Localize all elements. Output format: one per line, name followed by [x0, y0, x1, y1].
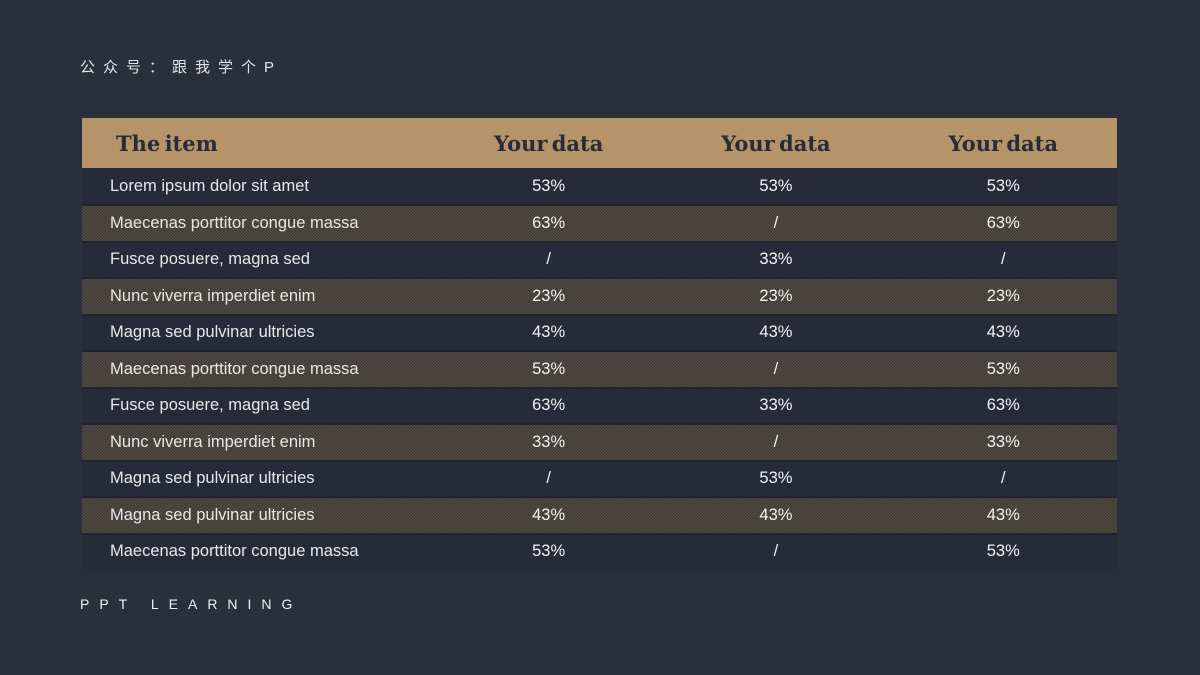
table-row: Magna sed pulvinar ultricies 43% 43% 43% — [82, 313, 1117, 350]
row-value-cell: 23% — [532, 286, 566, 305]
header-cell-your-data-1: Your data — [493, 130, 604, 156]
row-value-cell: 43% — [532, 323, 566, 342]
row-value-cell: 53% — [986, 542, 1020, 561]
row-value-cell: 63% — [986, 396, 1020, 415]
header-cell-your-data-2: Your data — [721, 130, 831, 156]
row-value-cell: / — [546, 250, 551, 269]
row-value-cell: 43% — [986, 323, 1020, 342]
row-value-cell: 53% — [986, 359, 1020, 378]
row-item-label: Fusce posuere, magna sed — [110, 250, 310, 269]
row-value-cell: / — [773, 213, 779, 232]
row-value-cell: / — [773, 359, 779, 378]
row-value-cell: 33% — [759, 250, 793, 269]
row-item-label: Maecenas porttitor congue massa — [110, 213, 359, 232]
table-row: Lorem ipsum dolor sit amet 53% 53% 53% — [82, 168, 1117, 204]
row-value-cell: 63% — [532, 396, 566, 415]
row-item-label: Maecenas porttitor congue massa — [110, 542, 359, 561]
row-value-cell: 33% — [759, 396, 793, 415]
footer-text: PPT LEARNING — [80, 596, 303, 612]
row-item-label: Magna sed pulvinar ultricies — [110, 469, 315, 488]
row-value-cell: 23% — [986, 286, 1020, 305]
header-cell-your-data-3: Your data — [948, 130, 1058, 156]
row-item-label: Lorem ipsum dolor sit amet — [110, 176, 309, 195]
watermark-text: 公众号：跟我学个P — [80, 59, 283, 76]
table-row: Nunc viverra imperdiet enim 23% 23% 23% — [82, 277, 1117, 314]
row-value-cell: 53% — [986, 176, 1020, 195]
row-item-label: Magna sed pulvinar ultricies — [110, 505, 315, 524]
row-value-cell: 23% — [759, 286, 793, 305]
row-value-cell: / — [1000, 250, 1006, 269]
row-value-cell: 63% — [986, 213, 1020, 232]
row-value-cell: 53% — [759, 469, 793, 488]
row-value-cell: 33% — [532, 432, 566, 451]
table-row: Magna sed pulvinar ultricies 43% 43% 43% — [82, 496, 1117, 533]
table-row: Maecenas porttitor congue massa 63% / 63… — [82, 204, 1117, 241]
row-value-cell: 53% — [532, 359, 566, 378]
row-value-cell: 53% — [759, 176, 793, 195]
row-value-cell: / — [546, 469, 551, 488]
row-value-cell: 33% — [986, 432, 1020, 451]
row-item-label: Maecenas porttitor congue massa — [110, 359, 359, 378]
row-item-label: Magna sed pulvinar ultricies — [110, 323, 315, 342]
row-value-cell: 53% — [532, 176, 566, 195]
row-value-cell: / — [773, 432, 779, 451]
table-header: The item Your data Your data Your data — [82, 118, 1117, 168]
row-value-cell: / — [1000, 469, 1006, 488]
table-row: Fusce posuere, magna sed / 33% / — [82, 240, 1117, 277]
table-row: Magna sed pulvinar ultricies / 53% / — [82, 459, 1117, 496]
row-value-cell: 63% — [532, 213, 566, 232]
data-table: The item Your data Your data Your data L… — [82, 118, 1117, 569]
row-value-cell: 43% — [986, 505, 1020, 524]
table-row: Maecenas porttitor congue massa 53% / 53… — [82, 350, 1117, 387]
row-item-label: Nunc viverra imperdiet enim — [110, 286, 316, 305]
header-cell-item: The item — [116, 130, 218, 156]
table-row: Maecenas porttitor congue massa 53% / 53… — [82, 532, 1117, 569]
table-row: Fusce posuere, magna sed 63% 33% 63% — [82, 386, 1117, 423]
row-item-label: Nunc viverra imperdiet enim — [110, 432, 316, 451]
table-row: Nunc viverra imperdiet enim 33% / 33% — [82, 423, 1117, 460]
row-value-cell: 43% — [532, 505, 566, 524]
row-value-cell: / — [773, 542, 779, 561]
row-value-cell: 43% — [759, 505, 793, 524]
row-value-cell: 53% — [532, 542, 566, 561]
row-value-cell: 43% — [759, 323, 793, 342]
table-body: Lorem ipsum dolor sit amet 53% 53% 53% M… — [82, 168, 1117, 569]
row-item-label: Fusce posuere, magna sed — [110, 396, 310, 415]
